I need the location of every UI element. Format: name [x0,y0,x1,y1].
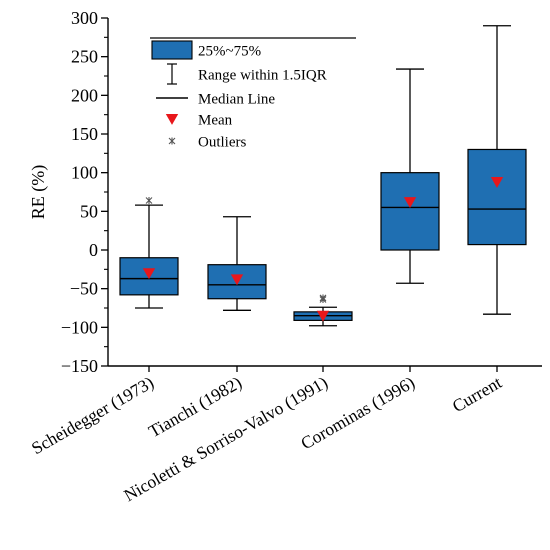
legend-label: Outliers [198,135,246,151]
y-tick-label: 150 [71,124,98,144]
legend-entry-outlier: Outliers [168,135,246,151]
legend-mean-marker [165,114,179,125]
y-tick-label: −150 [61,356,98,376]
iqr-box [380,172,440,251]
legend-entry-median: Median Line [156,92,275,108]
outlier-marker [145,197,153,205]
legend-label: 25%~75% [198,44,261,60]
y-axis-label: RE (%) [28,165,49,219]
box-0 [119,197,179,309]
box-3 [380,68,440,284]
iqr-box [467,148,527,246]
legend-entry-box: 25%~75% [151,40,261,60]
mean-marker [403,197,417,208]
legend-entry-range: Range within 1.5IQR [167,63,327,85]
y-tick-label: 50 [80,201,98,221]
y-tick-label: 0 [89,240,98,260]
box-4 [467,25,527,315]
box-series [119,25,527,327]
box-1 [207,216,267,311]
mean-marker [142,268,156,280]
box-2 [293,294,353,327]
y-tick-label: −100 [61,317,98,337]
y-tick-label: 300 [71,8,98,28]
legend: 25%~75% Range within 1.5IQR Median Line Mea… [150,37,356,151]
legend-entry-mean: Mean [165,113,233,129]
mean-marker [316,310,330,322]
mean-marker [490,176,504,188]
outlier-marker [319,295,327,303]
y-tick-label: 200 [71,85,98,105]
legend-label: Mean [198,113,233,129]
y-tick-label: −50 [70,279,98,299]
legend-label: Range within 1.5IQR [198,68,327,84]
legend-label: Median Line [198,92,275,108]
legend-box-swatch [151,40,193,60]
y-tick-label: 250 [71,47,98,67]
x-tick-label: Scheidegger (1973) [28,372,157,458]
y-tick-label: 100 [71,163,98,183]
mean-marker [230,274,244,286]
x-tick-label: Current [449,372,505,416]
legend-outlier-marker [168,137,176,145]
